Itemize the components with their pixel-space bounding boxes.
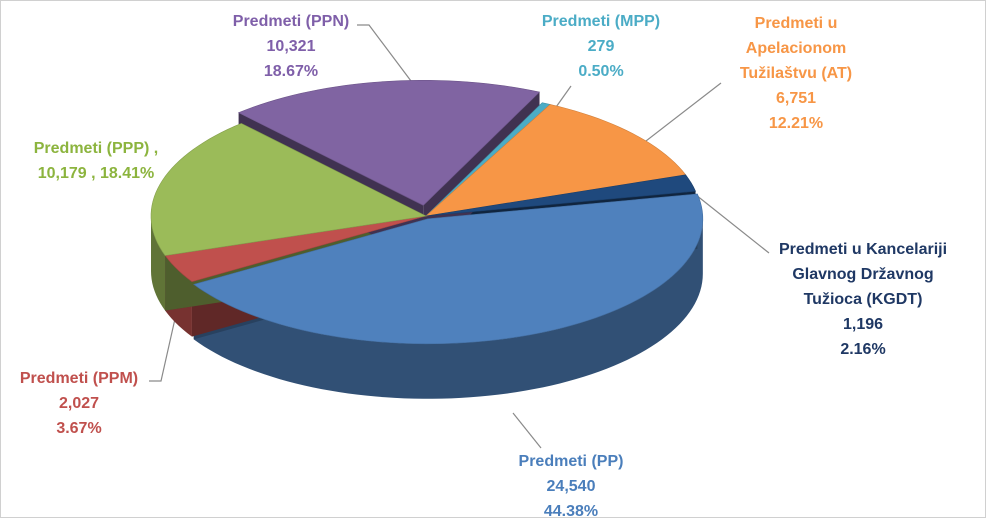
percent-label: 18.41% (100, 165, 155, 182)
percent-label: 0.50% (578, 63, 624, 80)
leader-line (357, 24, 427, 102)
category-label: Predmeti u Kancelariji Glavnog Državnog … (778, 241, 948, 308)
percent-label: 3.67% (56, 420, 102, 437)
slice (237, 80, 541, 206)
data-label: Predmeti (PPP) , 10,179 , 18.41% (1, 136, 191, 186)
leader-line (149, 300, 180, 382)
percent-label: 18.67% (263, 63, 319, 80)
percent-label: 44.38% (543, 503, 599, 518)
leader-line (512, 412, 542, 449)
leader-line (632, 82, 722, 152)
category-label: Predmeti (PP) (518, 453, 624, 470)
slice (193, 193, 704, 345)
value-label: 279 (587, 38, 615, 55)
slice-side (193, 218, 703, 399)
slice (150, 123, 427, 256)
value-label: 6,751 (775, 90, 817, 107)
data-label: Predmeti (PP) 24,540 44.38% (486, 449, 656, 518)
percent-label: 12.21% (768, 115, 824, 132)
value-label: 1,196 (842, 316, 884, 333)
data-label: Predmeti (PPM) 2,027 3.67% (4, 366, 154, 441)
value-label: 2,027 (58, 395, 100, 412)
slice-side (151, 216, 166, 311)
slice (164, 215, 427, 282)
percent-label: 2.16% (840, 341, 886, 358)
data-label: Predmeti (PPN) 10,321 18.67% (206, 9, 376, 84)
value-label: 24,540 (546, 478, 596, 495)
category-label: Predmeti (PPM) (19, 370, 139, 387)
value-label: 10,321 (266, 38, 316, 55)
data-label: Predmeti (MPP) 279 0.50% (516, 9, 686, 84)
slice (425, 174, 696, 217)
category-label: Predmeti (MPP) (541, 13, 661, 30)
data-label: Predmeti u Kancelariji Glavnog Državnog … (774, 237, 952, 362)
category-label: Predmeti (PPN) (232, 13, 350, 30)
category-label: Predmeti u Apelacionom Tužilaštvu (AT) (739, 15, 853, 82)
slice (425, 104, 687, 217)
data-label: Predmeti u Apelacionom Tužilaštvu (AT) 6,… (729, 11, 864, 136)
value-label: 10,179 , (37, 165, 96, 182)
category-label: Predmeti (PPP) , (33, 140, 159, 157)
leader-line (690, 190, 770, 254)
